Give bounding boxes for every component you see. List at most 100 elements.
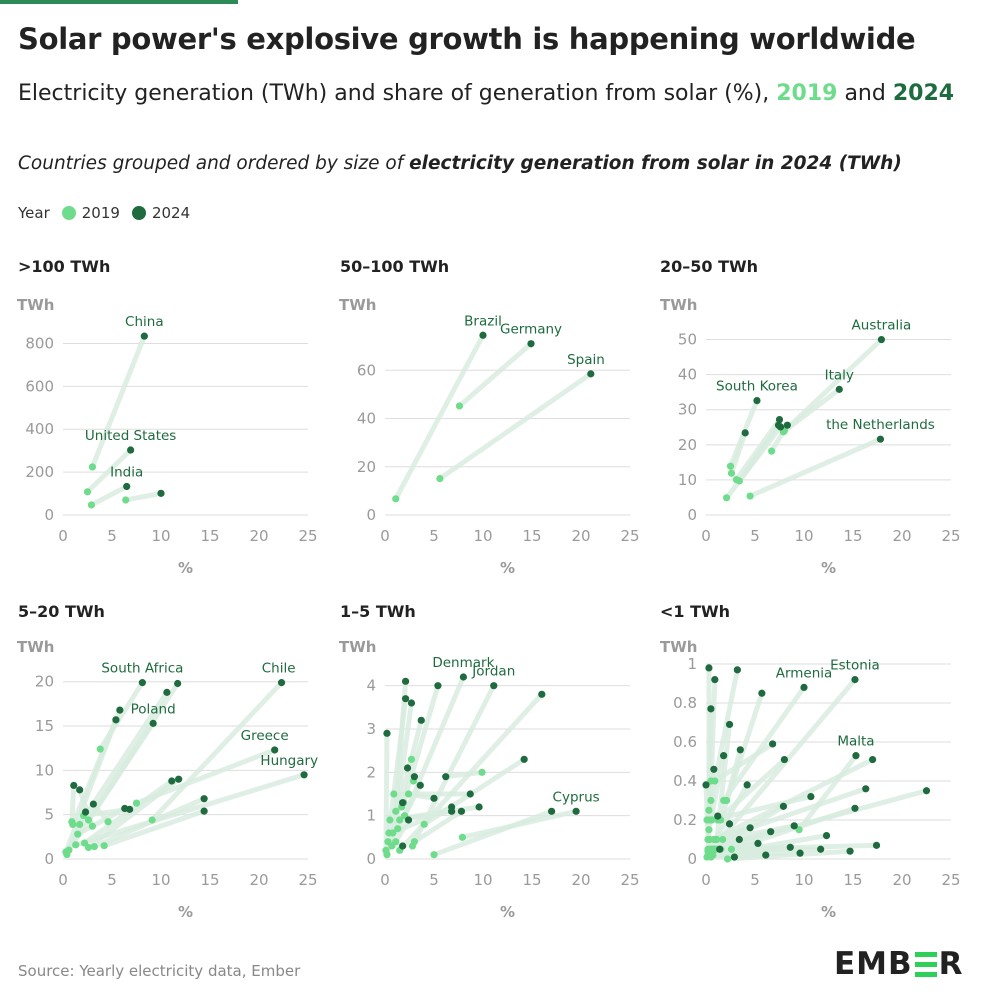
y-axis-title: TWh [660, 296, 697, 314]
point-2019 [72, 841, 80, 849]
x-axis-title: % [500, 903, 515, 921]
y-tick-label: 10 [678, 471, 697, 489]
point-2024 [735, 835, 743, 844]
point-2019 [100, 842, 108, 850]
point-2024 [746, 824, 754, 832]
point-2024 [730, 853, 739, 861]
x-tick-label: 20 [892, 527, 911, 545]
change-link [780, 386, 842, 435]
change-link [69, 782, 77, 825]
point-2019 [88, 822, 96, 830]
x-tick-label: 0 [380, 527, 390, 545]
point-2024 [780, 755, 789, 764]
y-tick-label: 0.6 [673, 733, 697, 751]
point-2024 [725, 820, 734, 828]
country-label: Spain [567, 352, 605, 368]
change-link [393, 332, 486, 502]
x-tick-label: 15 [522, 527, 541, 545]
y-tick-label: 0.2 [673, 811, 697, 829]
change-link [443, 769, 485, 780]
change-link [101, 808, 207, 849]
change-link [796, 753, 859, 833]
point-2024 [417, 716, 425, 724]
y-tick-label: 5 [44, 806, 54, 824]
x-tick-label: 15 [843, 871, 862, 889]
y-tick-label: 0.4 [673, 772, 697, 790]
point-2019 [407, 755, 416, 763]
point-2024 [81, 808, 90, 816]
country-label: Estonia [830, 658, 880, 674]
point-2019 [735, 477, 743, 485]
point-2024 [587, 370, 595, 378]
x-axis-title: % [821, 903, 836, 921]
point-2019 [390, 790, 398, 798]
country-label: Armenia [776, 665, 833, 681]
point-2024 [725, 720, 734, 729]
point-2024 [754, 839, 762, 848]
point-2019 [392, 495, 400, 503]
top-accent-bar [0, 0, 238, 4]
point-2024 [851, 676, 859, 684]
country-label: Denmark [432, 655, 494, 671]
point-2019 [104, 818, 112, 826]
point-2024 [775, 415, 784, 424]
x-tick-label: 10 [151, 871, 170, 889]
x-tick-label: 5 [429, 527, 439, 545]
country-label: Greece [241, 728, 289, 744]
point-2024 [457, 807, 466, 815]
x-tick-label: 0 [701, 871, 711, 889]
change-link [437, 371, 594, 482]
legend-2019-dot-icon [61, 206, 76, 220]
point-2024 [434, 682, 442, 690]
y-tick-label: 40 [678, 366, 697, 384]
x-tick-label: 10 [473, 871, 492, 889]
y-tick-label: 40 [357, 410, 376, 428]
point-2019 [74, 830, 82, 838]
point-2019 [84, 816, 93, 824]
point-2024 [410, 773, 418, 781]
point-2019 [703, 816, 711, 824]
point-2024 [716, 845, 724, 853]
y-tick-label: 1 [687, 655, 697, 673]
point-2024 [175, 775, 183, 783]
subtitle-year-2019: 2019 [776, 81, 838, 106]
y-axis-title: TWh [339, 296, 376, 314]
point-2024 [922, 787, 931, 795]
panel-title-20-50: 20–50 TWh [660, 257, 759, 276]
x-axis-title: % [178, 903, 193, 921]
point-2024 [163, 688, 171, 696]
point-2024 [710, 765, 718, 773]
point-2024 [800, 683, 808, 692]
point-2024 [403, 764, 412, 772]
point-2019 [68, 818, 76, 826]
point-2019 [707, 777, 715, 785]
change-link [85, 447, 134, 495]
point-2024 [520, 755, 528, 763]
point-2024 [300, 771, 308, 779]
point-2024 [736, 746, 744, 754]
point-2024 [790, 822, 798, 830]
point-2024 [271, 746, 279, 754]
country-label: South Africa [101, 661, 183, 677]
point-2019 [384, 838, 392, 846]
point-2024 [399, 842, 407, 850]
y-tick-label: 400 [25, 420, 54, 438]
point-2024 [416, 781, 424, 789]
point-2019 [410, 838, 418, 846]
change-link [91, 796, 207, 850]
point-2024 [407, 699, 416, 707]
change-link [63, 717, 119, 855]
change-link [712, 741, 776, 784]
country-label: China [125, 314, 164, 330]
point-2019 [392, 807, 400, 815]
change-link [431, 808, 555, 858]
y-tick-label: 15 [35, 717, 54, 735]
point-2019 [76, 820, 84, 829]
x-tick-label: 5 [750, 527, 760, 545]
y-tick-label: 0 [366, 506, 376, 524]
page-title: Solar power's explosive growth is happen… [18, 22, 916, 56]
point-2024 [822, 832, 831, 840]
note-text: Countries grouped and ordered by size of [18, 153, 404, 174]
change-link [456, 341, 534, 409]
point-2019 [722, 796, 731, 805]
